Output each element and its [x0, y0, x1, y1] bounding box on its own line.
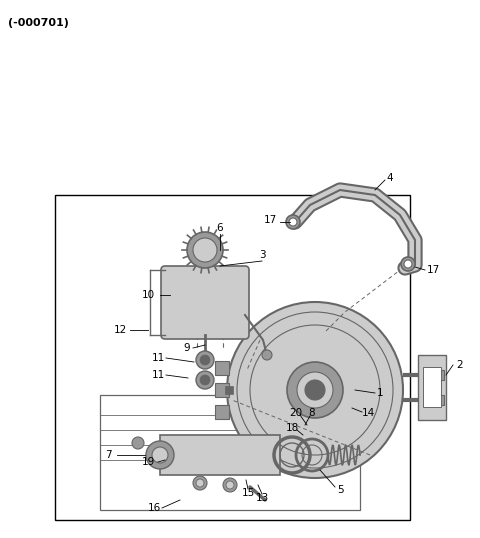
Circle shape [297, 372, 333, 408]
Circle shape [200, 355, 210, 365]
Bar [55, 195, 410, 520]
Text: 4: 4 [387, 173, 393, 183]
Text: 14: 14 [361, 408, 374, 418]
Bar [100, 395, 360, 510]
Text: 17: 17 [264, 215, 276, 225]
Text: 2: 2 [456, 360, 463, 370]
Text: 17: 17 [426, 265, 440, 275]
Circle shape [223, 478, 237, 492]
Bar [215, 383, 229, 397]
Text: 15: 15 [241, 488, 254, 498]
Circle shape [193, 238, 217, 262]
Text: (-000701): (-000701) [8, 18, 69, 28]
Text: 3: 3 [259, 250, 265, 260]
Circle shape [404, 260, 412, 268]
Circle shape [287, 362, 343, 418]
Circle shape [196, 371, 214, 389]
Text: 20: 20 [289, 408, 302, 418]
Circle shape [193, 476, 207, 490]
Text: 8: 8 [309, 408, 315, 418]
Text: 11: 11 [151, 370, 165, 380]
Bar [418, 355, 446, 420]
Circle shape [227, 302, 403, 478]
Bar [215, 405, 229, 419]
Text: 6: 6 [216, 223, 223, 233]
FancyBboxPatch shape [161, 266, 249, 339]
Circle shape [196, 479, 204, 487]
Text: 18: 18 [286, 423, 299, 433]
Text: 7: 7 [105, 450, 111, 460]
Text: 12: 12 [113, 325, 127, 335]
Circle shape [401, 257, 415, 271]
Circle shape [146, 441, 174, 469]
Circle shape [200, 375, 210, 385]
Bar [423, 367, 441, 407]
Circle shape [289, 218, 297, 226]
Bar [434, 370, 444, 380]
Circle shape [196, 351, 214, 369]
Circle shape [262, 350, 272, 360]
Text: 13: 13 [255, 493, 269, 503]
Text: 10: 10 [142, 290, 155, 300]
Circle shape [305, 380, 325, 400]
Circle shape [286, 215, 300, 229]
Text: 16: 16 [147, 503, 161, 513]
Bar [225, 386, 233, 394]
Bar [160, 435, 280, 475]
Bar [434, 395, 444, 405]
Circle shape [226, 481, 234, 489]
Text: 5: 5 [336, 485, 343, 495]
Circle shape [152, 447, 168, 463]
Text: 11: 11 [151, 353, 165, 363]
Circle shape [187, 232, 223, 268]
Bar [215, 361, 229, 375]
Circle shape [132, 437, 144, 449]
Text: 9: 9 [184, 343, 190, 353]
Text: 19: 19 [142, 457, 155, 467]
Text: 1: 1 [377, 388, 384, 398]
